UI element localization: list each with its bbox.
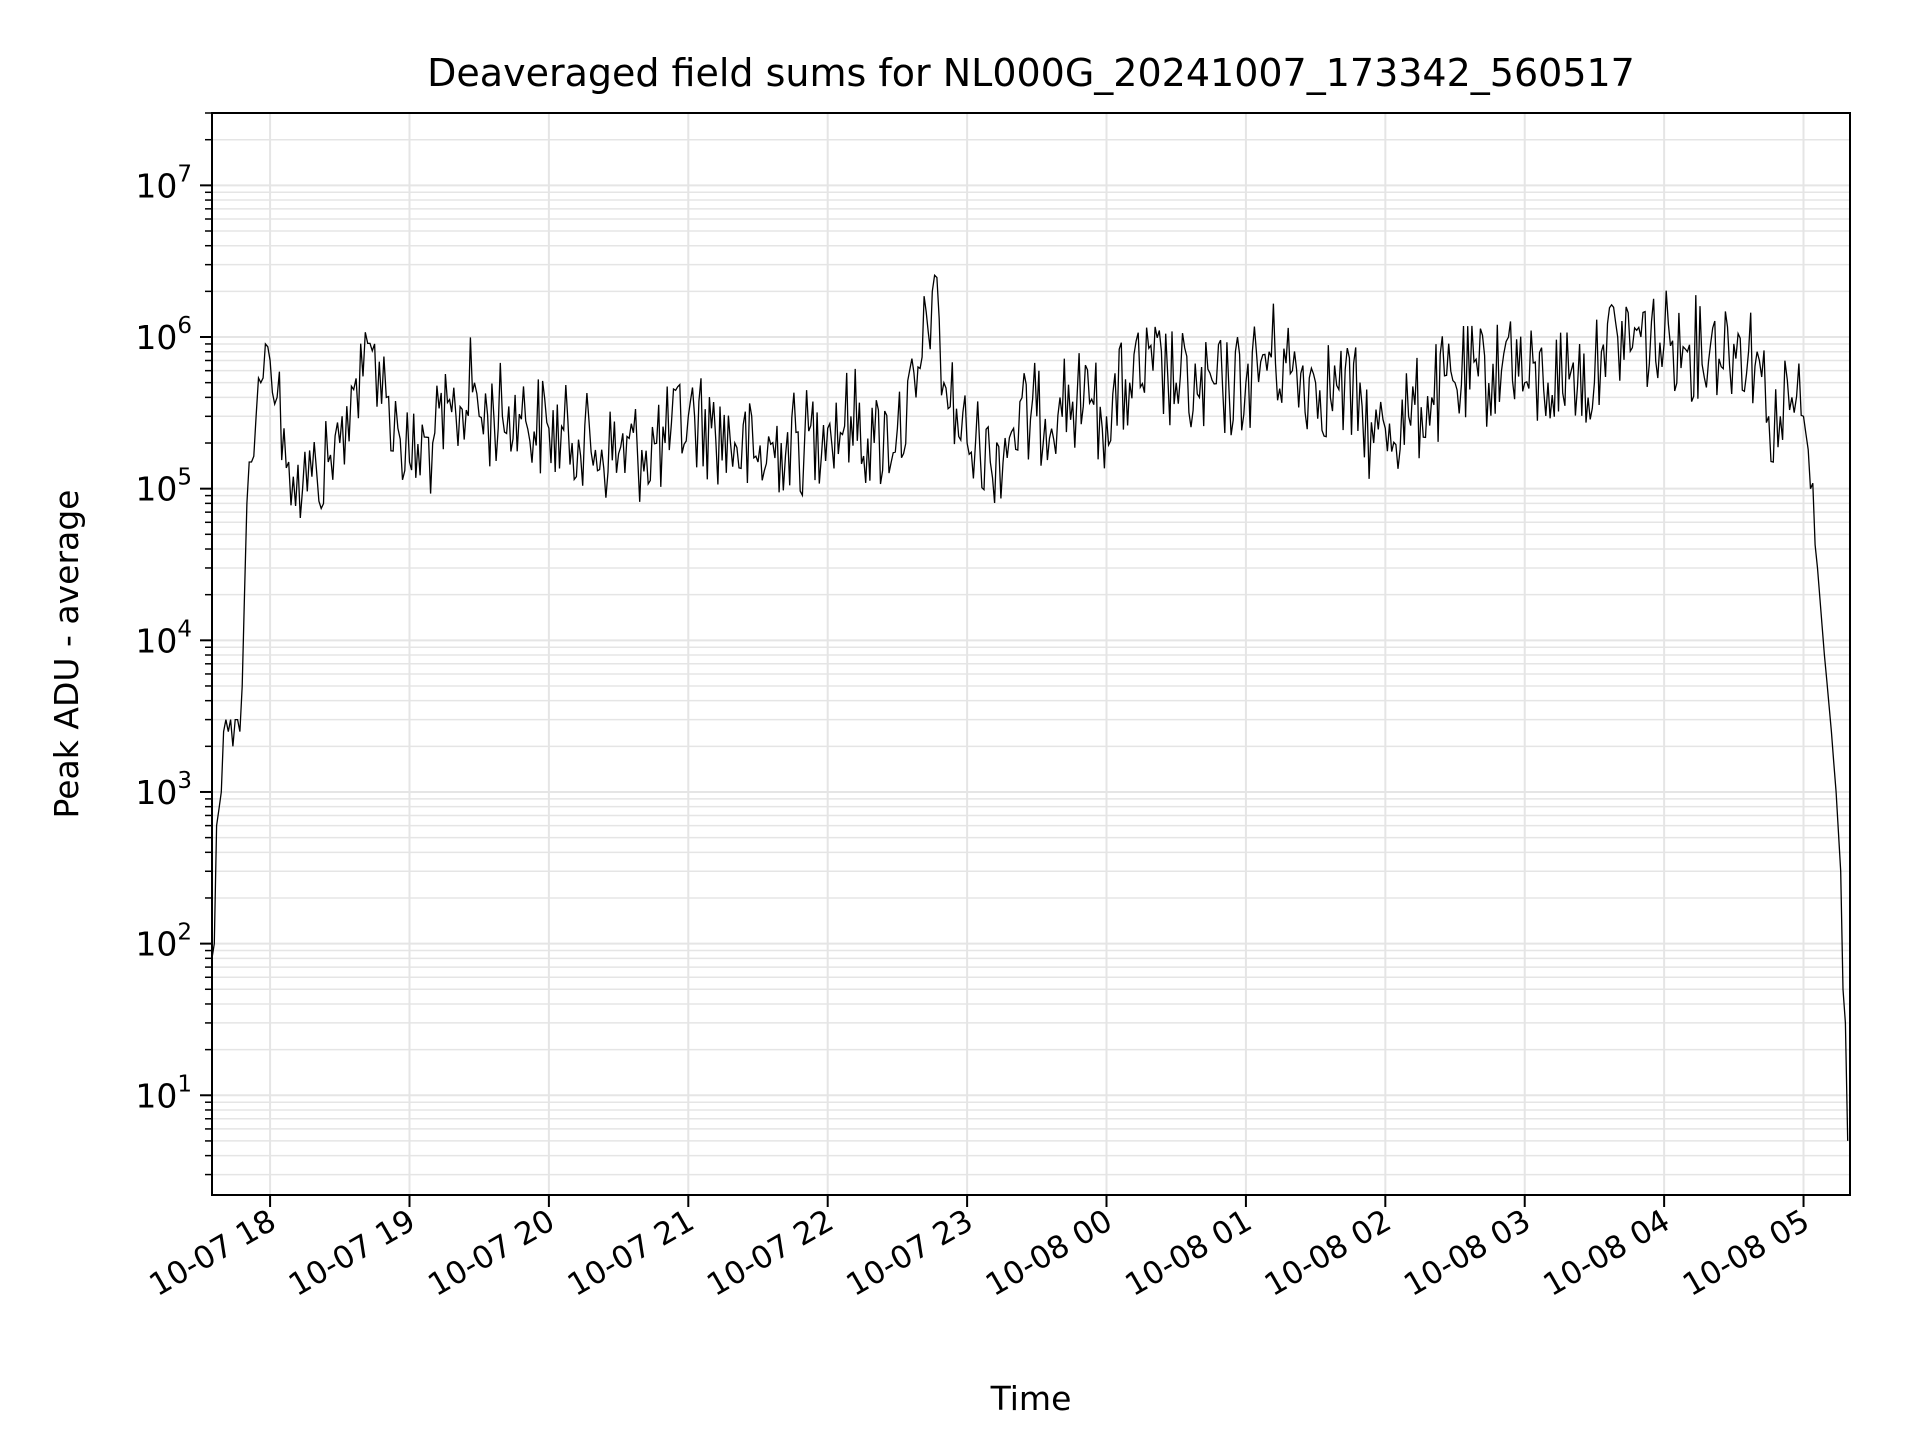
x-axis-label: Time (990, 1379, 1072, 1418)
y-tick-label: 106 (135, 313, 192, 357)
y-tick-label: 105 (135, 465, 192, 509)
y-tick-label: 101 (135, 1071, 192, 1115)
grid-major (212, 113, 1850, 1195)
grid-minor (212, 112, 1850, 1176)
y-tick-label: 104 (135, 616, 192, 660)
series-layer (211, 273, 1849, 1141)
y-tick-label: 102 (135, 920, 192, 964)
y-axis: 101 102 103 104 105 106 107 (135, 112, 212, 1176)
series-line (211, 273, 1849, 1141)
chart-title: Deaveraged field sums for NL000G_2024100… (427, 51, 1635, 95)
y-tick-label: 107 (135, 161, 192, 205)
y-axis-label: Peak ADU - average (47, 490, 86, 819)
plot-frame (211, 112, 1851, 1196)
y-tick-label: 103 (135, 768, 192, 812)
